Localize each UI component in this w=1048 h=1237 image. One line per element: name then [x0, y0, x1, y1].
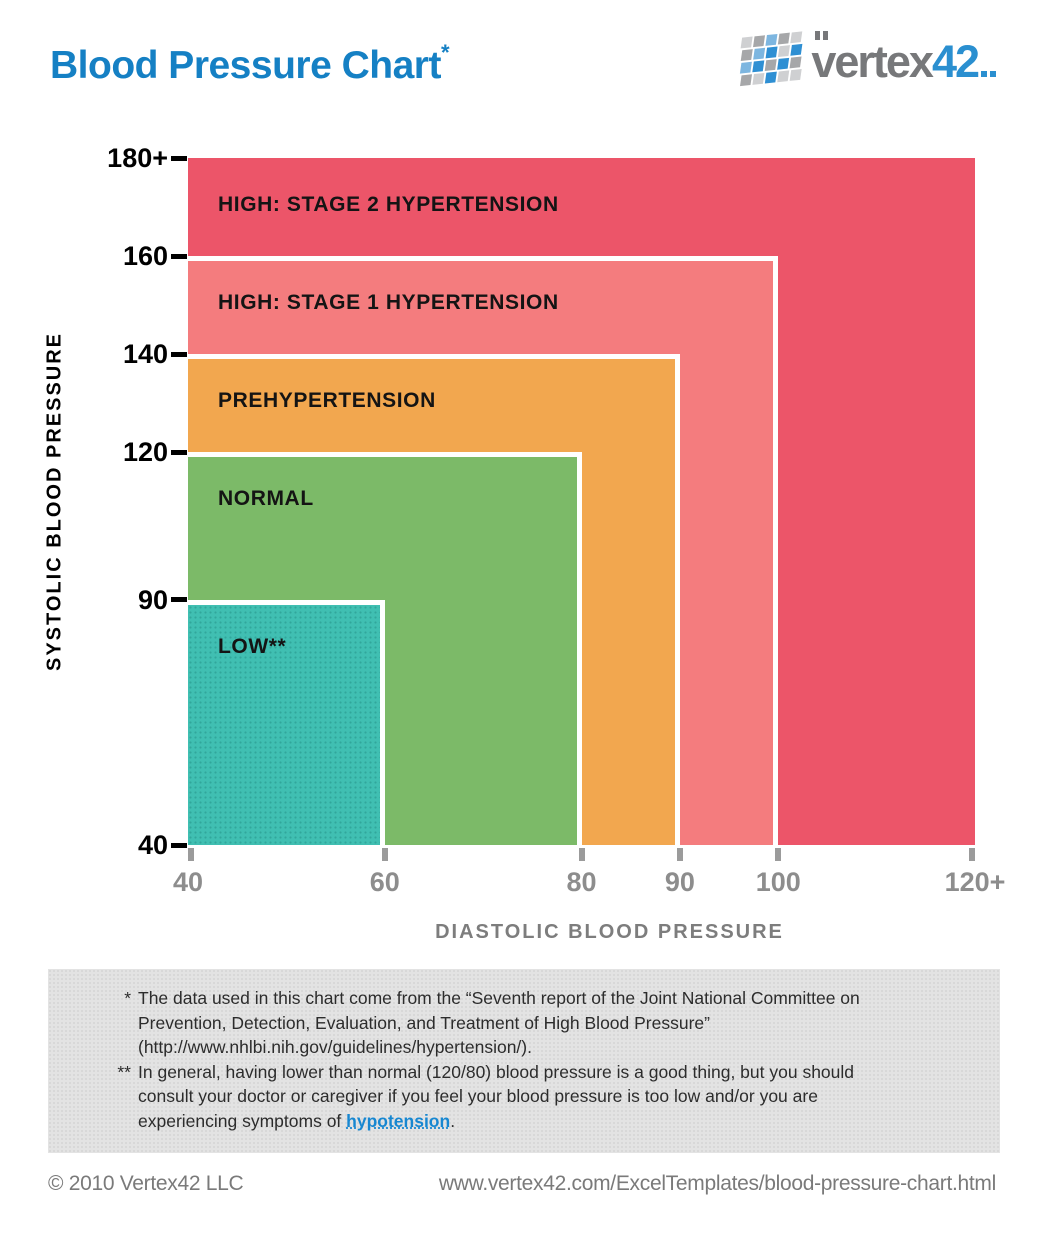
x-tick	[676, 848, 683, 861]
y-tick	[171, 842, 187, 848]
x-tick-label: 120+	[944, 867, 1006, 897]
x-axis-title: DIASTOLIC BLOOD PRESSURE	[435, 921, 784, 943]
logo-dot-1	[981, 70, 987, 77]
logo-tile	[740, 49, 753, 62]
y-tick-label: 40	[137, 830, 168, 860]
x-tick-label: 90	[664, 867, 695, 897]
logo-dot-2	[990, 70, 996, 77]
zone-label-normal: NORMAL	[218, 487, 314, 511]
y-tick	[171, 155, 187, 161]
y-tick	[171, 351, 187, 357]
logo-tile	[765, 46, 778, 59]
zone-label-stage-1-hypertension: HIGH: STAGE 1 HYPERTENSION	[218, 291, 559, 315]
logo-tick-mark-2	[823, 30, 829, 40]
logo-tile	[752, 60, 765, 73]
logo-tile	[740, 36, 753, 49]
footer-copyright: © 2010 Vertex42 LLC	[48, 1172, 244, 1195]
zone-label-stage-2-hypertension: HIGH: STAGE 2 HYPERTENSION	[218, 193, 559, 216]
y-tick-label: 90	[137, 584, 168, 615]
logo-tick-mark-1	[815, 30, 821, 40]
logo-tile	[753, 35, 766, 48]
logo-tile	[789, 69, 802, 81]
footnote-2-text: In general, having lower than normal (12…	[138, 1061, 855, 1131]
y-tick-label: 120	[122, 437, 168, 468]
footnote-1: * The data used in this chart come from …	[88, 986, 952, 1060]
logo-text-42: 42	[931, 35, 980, 87]
x-tick	[188, 848, 194, 861]
logo-tile	[752, 47, 766, 60]
logo-tile	[778, 32, 791, 45]
footnote-1-marker: *	[124, 988, 131, 1008]
logo-tile	[790, 43, 803, 56]
x-tick	[775, 848, 782, 861]
y-tick-label: 180+	[107, 143, 168, 173]
footer-url: www.vertex42.com/ExcelTemplates/blood-pr…	[438, 1172, 996, 1195]
logo-tile	[740, 61, 753, 74]
x-tick	[578, 848, 585, 861]
zone-label-low: LOW**	[218, 634, 287, 658]
y-tick-label: 140	[122, 339, 168, 370]
logo-tile	[777, 70, 790, 83]
title-asterisk: *	[440, 40, 450, 65]
zone-low	[188, 599, 385, 845]
x-tick-label: 60	[369, 867, 400, 897]
hypotension-link[interactable]: hypotension	[346, 1110, 451, 1131]
page-title: Blood Pressure Chart*	[50, 40, 450, 88]
y-tick	[171, 253, 187, 259]
page-title-text: Blood Pressure Chart	[50, 44, 441, 87]
logo-tile	[789, 56, 802, 69]
chart-plot-area: DIASTOLIC BLOOD PRESSURE HIGH: STAGE 2 H…	[107, 143, 1005, 943]
x-tick-label: 100	[755, 867, 801, 897]
logo-text-vertex: vertex	[811, 35, 934, 87]
logo-tile	[765, 33, 778, 46]
logo-tile	[752, 73, 765, 85]
logo-tile	[739, 74, 752, 87]
logo-tile	[777, 57, 790, 70]
y-tick	[171, 597, 187, 603]
zone-label-prehypertension: PREHYPERTENSION	[218, 389, 436, 413]
logo-tile	[777, 45, 790, 58]
footnote-box: * The data used in this chart come from …	[48, 969, 1000, 1153]
y-tick	[171, 449, 187, 455]
x-tick-label: 80	[566, 867, 597, 897]
footnote-2-marker: **	[117, 1061, 131, 1082]
logo-tile	[790, 31, 803, 44]
vertex42-logo: vertex42	[735, 30, 996, 90]
logo-tile	[765, 59, 778, 71]
y-tick-label: 160	[122, 241, 168, 272]
x-tick	[381, 848, 388, 861]
logo-mosaic-icon	[735, 31, 803, 90]
footnote-2: ** In general, having lower than normal …	[88, 1060, 952, 1134]
x-tick-label: 40	[172, 867, 204, 897]
logo-tile	[764, 71, 777, 84]
x-tick	[969, 848, 975, 861]
logo-wordmark: vertex42	[811, 30, 996, 87]
footnote-1-text: The data used in this chart come from th…	[138, 988, 860, 1057]
